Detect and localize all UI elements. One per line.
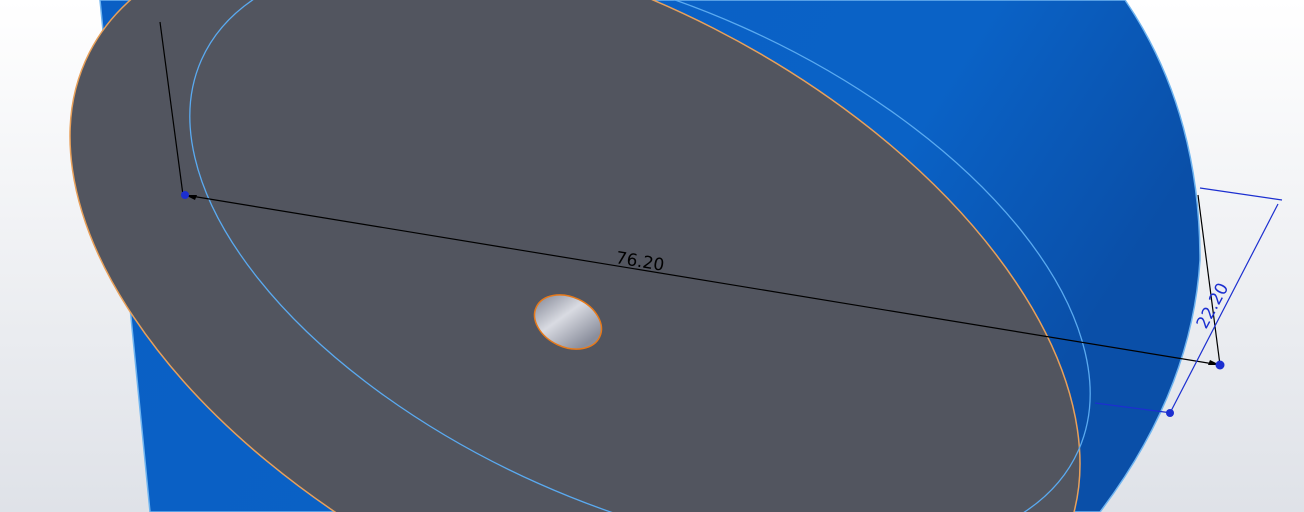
point xyxy=(181,191,189,199)
dimension-line xyxy=(1169,203,1279,414)
extension-line xyxy=(1094,402,1173,414)
sketch-circle xyxy=(189,0,1091,512)
hole xyxy=(533,294,603,350)
dimension-line xyxy=(184,194,1221,366)
extension-line xyxy=(1199,187,1283,201)
point xyxy=(1215,360,1225,370)
point xyxy=(1166,409,1174,417)
extension-line xyxy=(1197,194,1221,366)
extension-line xyxy=(159,21,184,196)
